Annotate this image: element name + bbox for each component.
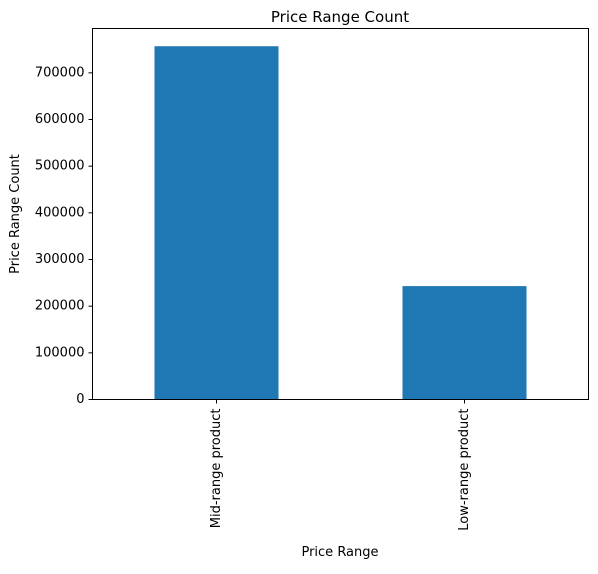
y-tick-label: 0 (76, 392, 84, 407)
y-tick-label: 600000 (35, 112, 85, 127)
x-axis-ticks: Mid-range product Low-range product (209, 399, 472, 531)
bar-low-range-product (402, 286, 527, 400)
y-tick-label: 200000 (35, 299, 85, 314)
x-tick-label: Mid-range product (209, 409, 224, 529)
y-axis-title: Price Range Count (8, 154, 23, 274)
x-tick-label: Low-range product (457, 409, 472, 531)
y-tick-label: 100000 (35, 345, 85, 360)
plot-frame (92, 28, 589, 400)
bar-mid-range-product (154, 46, 279, 400)
chart-title: Price Range Count (271, 8, 409, 26)
bars-group (154, 46, 527, 400)
x-axis-title: Price Range (301, 545, 378, 560)
y-axis-ticks: 0 100000 200000 300000 400000 500000 600000 700… (35, 65, 93, 407)
y-tick-label: 500000 (35, 159, 85, 174)
y-tick-label: 700000 (35, 65, 85, 80)
y-tick-label: 400000 (35, 205, 85, 220)
y-tick-label: 300000 (35, 252, 85, 267)
